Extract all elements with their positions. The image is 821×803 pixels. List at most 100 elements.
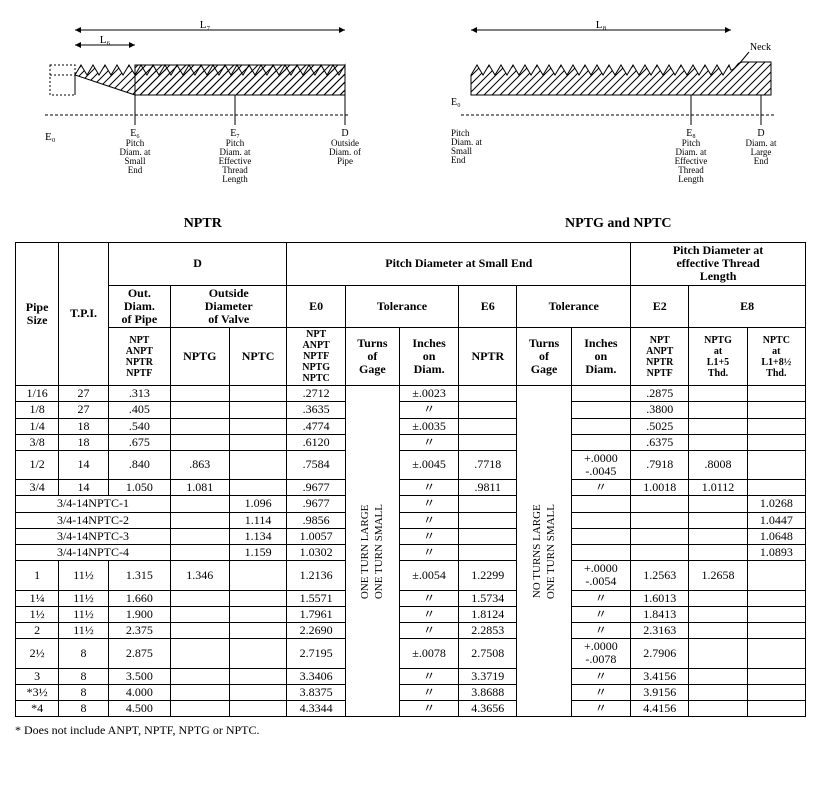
svg-text:End: End — [128, 165, 143, 175]
cell: 1.315 — [108, 561, 170, 590]
cell — [747, 561, 805, 590]
cell: 1.134 — [229, 528, 287, 544]
cell — [459, 402, 517, 418]
cell — [747, 450, 805, 479]
cell: 1.0268 — [747, 496, 805, 512]
cell — [170, 402, 229, 418]
cell: 3/4-14NPTC-4 — [16, 545, 171, 561]
cell: 〃 — [571, 700, 630, 716]
lbl-e0: E₀ — [45, 131, 56, 143]
cell: 〃 — [571, 590, 630, 606]
hdr-NPTC8: NPTC at L1+8½ Thd. — [747, 328, 805, 386]
cell — [229, 450, 287, 479]
hdr-E0: E0 — [287, 285, 345, 328]
cell: 4.000 — [108, 684, 170, 700]
cell: 2½ — [16, 639, 59, 668]
cell: ±.0054 — [400, 561, 459, 590]
cell — [747, 434, 805, 450]
cell: 18 — [59, 418, 109, 434]
cell — [689, 496, 747, 512]
cell: 1/4 — [16, 418, 59, 434]
cell: 11½ — [59, 561, 109, 590]
cell — [689, 434, 747, 450]
cell — [229, 402, 287, 418]
cell: 3.4156 — [631, 668, 689, 684]
hdr-D-out-sub: NPT ANPT NPTR NPTF — [108, 328, 170, 386]
cell — [571, 528, 630, 544]
cell — [689, 512, 747, 528]
cell: 1.5571 — [287, 590, 345, 606]
cell: .9677 — [287, 480, 345, 496]
cell — [689, 402, 747, 418]
cell — [571, 434, 630, 450]
cell-turns-gage: ONE TURN LARGEONE TURN SMALL — [345, 386, 399, 717]
cell: *3½ — [16, 684, 59, 700]
cell — [170, 622, 229, 638]
table-row: 3/4-14NPTC-31.1341.0057〃1.0648 — [16, 528, 806, 544]
cell: .540 — [108, 418, 170, 434]
cell — [747, 418, 805, 434]
hdr-NPTR: NPTR — [459, 328, 517, 386]
cell: 8 — [59, 700, 109, 716]
cell — [571, 512, 630, 528]
cell — [170, 590, 229, 606]
cell: 2.3163 — [631, 622, 689, 638]
cell: .313 — [108, 386, 170, 402]
cell — [689, 418, 747, 434]
hdr-E8: E8 — [689, 285, 806, 328]
cell: ±.0035 — [400, 418, 459, 434]
cell — [571, 545, 630, 561]
cell — [689, 684, 747, 700]
table-row: 3/4-14NPTC-11.096.9677〃1.0268 — [16, 496, 806, 512]
table-row: 1¼11½1.6601.5571〃1.5734〃1.6013 — [16, 590, 806, 606]
cell: 〃 — [400, 480, 459, 496]
hdr-D: D — [108, 243, 287, 286]
cell — [689, 639, 747, 668]
table-row: 1/1627.313.2712ONE TURN LARGEONE TURN SM… — [16, 386, 806, 402]
cell — [459, 496, 517, 512]
cell: 1.7961 — [287, 606, 345, 622]
cell: 〃 — [400, 684, 459, 700]
cell: 2.7906 — [631, 639, 689, 668]
cell — [747, 700, 805, 716]
cell — [571, 496, 630, 512]
cell: 2.2853 — [459, 622, 517, 638]
cell — [229, 639, 287, 668]
hdr-turns: Turns of Gage — [345, 328, 399, 386]
table-row: 211½2.3752.2690〃2.2853〃2.3163 — [16, 622, 806, 638]
svg-text:End: End — [451, 155, 466, 165]
cell: +.0000 -.0045 — [571, 450, 630, 479]
cell: 2.875 — [108, 639, 170, 668]
cell — [747, 590, 805, 606]
cell: .7718 — [459, 450, 517, 479]
table-row: *3½84.0003.8375〃3.8688〃3.9156 — [16, 684, 806, 700]
hdr-NPTC: NPTC — [229, 328, 287, 386]
cell: +.0000 -.0054 — [571, 561, 630, 590]
cell: 〃 — [571, 668, 630, 684]
cell — [689, 528, 747, 544]
cell: 〃 — [571, 684, 630, 700]
svg-text:Length: Length — [222, 174, 248, 184]
cell — [631, 496, 689, 512]
cell: 4.3344 — [287, 700, 345, 716]
cell: 3/4-14NPTC-3 — [16, 528, 171, 544]
cell — [170, 639, 229, 668]
cell — [459, 512, 517, 528]
cell: 3.500 — [108, 668, 170, 684]
cell: 〃 — [400, 496, 459, 512]
cell: 2.375 — [108, 622, 170, 638]
cell: 1.900 — [108, 606, 170, 622]
hdr-E2-sub: NPT ANPT NPTR NPTF — [631, 328, 689, 386]
table-row: 3/818.675.6120〃.6375 — [16, 434, 806, 450]
cell — [689, 545, 747, 561]
cell: 1.2136 — [287, 561, 345, 590]
hdr-NPTG: NPTG — [170, 328, 229, 386]
cell: 4.3656 — [459, 700, 517, 716]
cell: 1/8 — [16, 402, 59, 418]
cell: 2.7195 — [287, 639, 345, 668]
cell: 3/8 — [16, 434, 59, 450]
cell — [571, 386, 630, 402]
cell: 3.8688 — [459, 684, 517, 700]
cell: 1.6013 — [631, 590, 689, 606]
cell: .7584 — [287, 450, 345, 479]
